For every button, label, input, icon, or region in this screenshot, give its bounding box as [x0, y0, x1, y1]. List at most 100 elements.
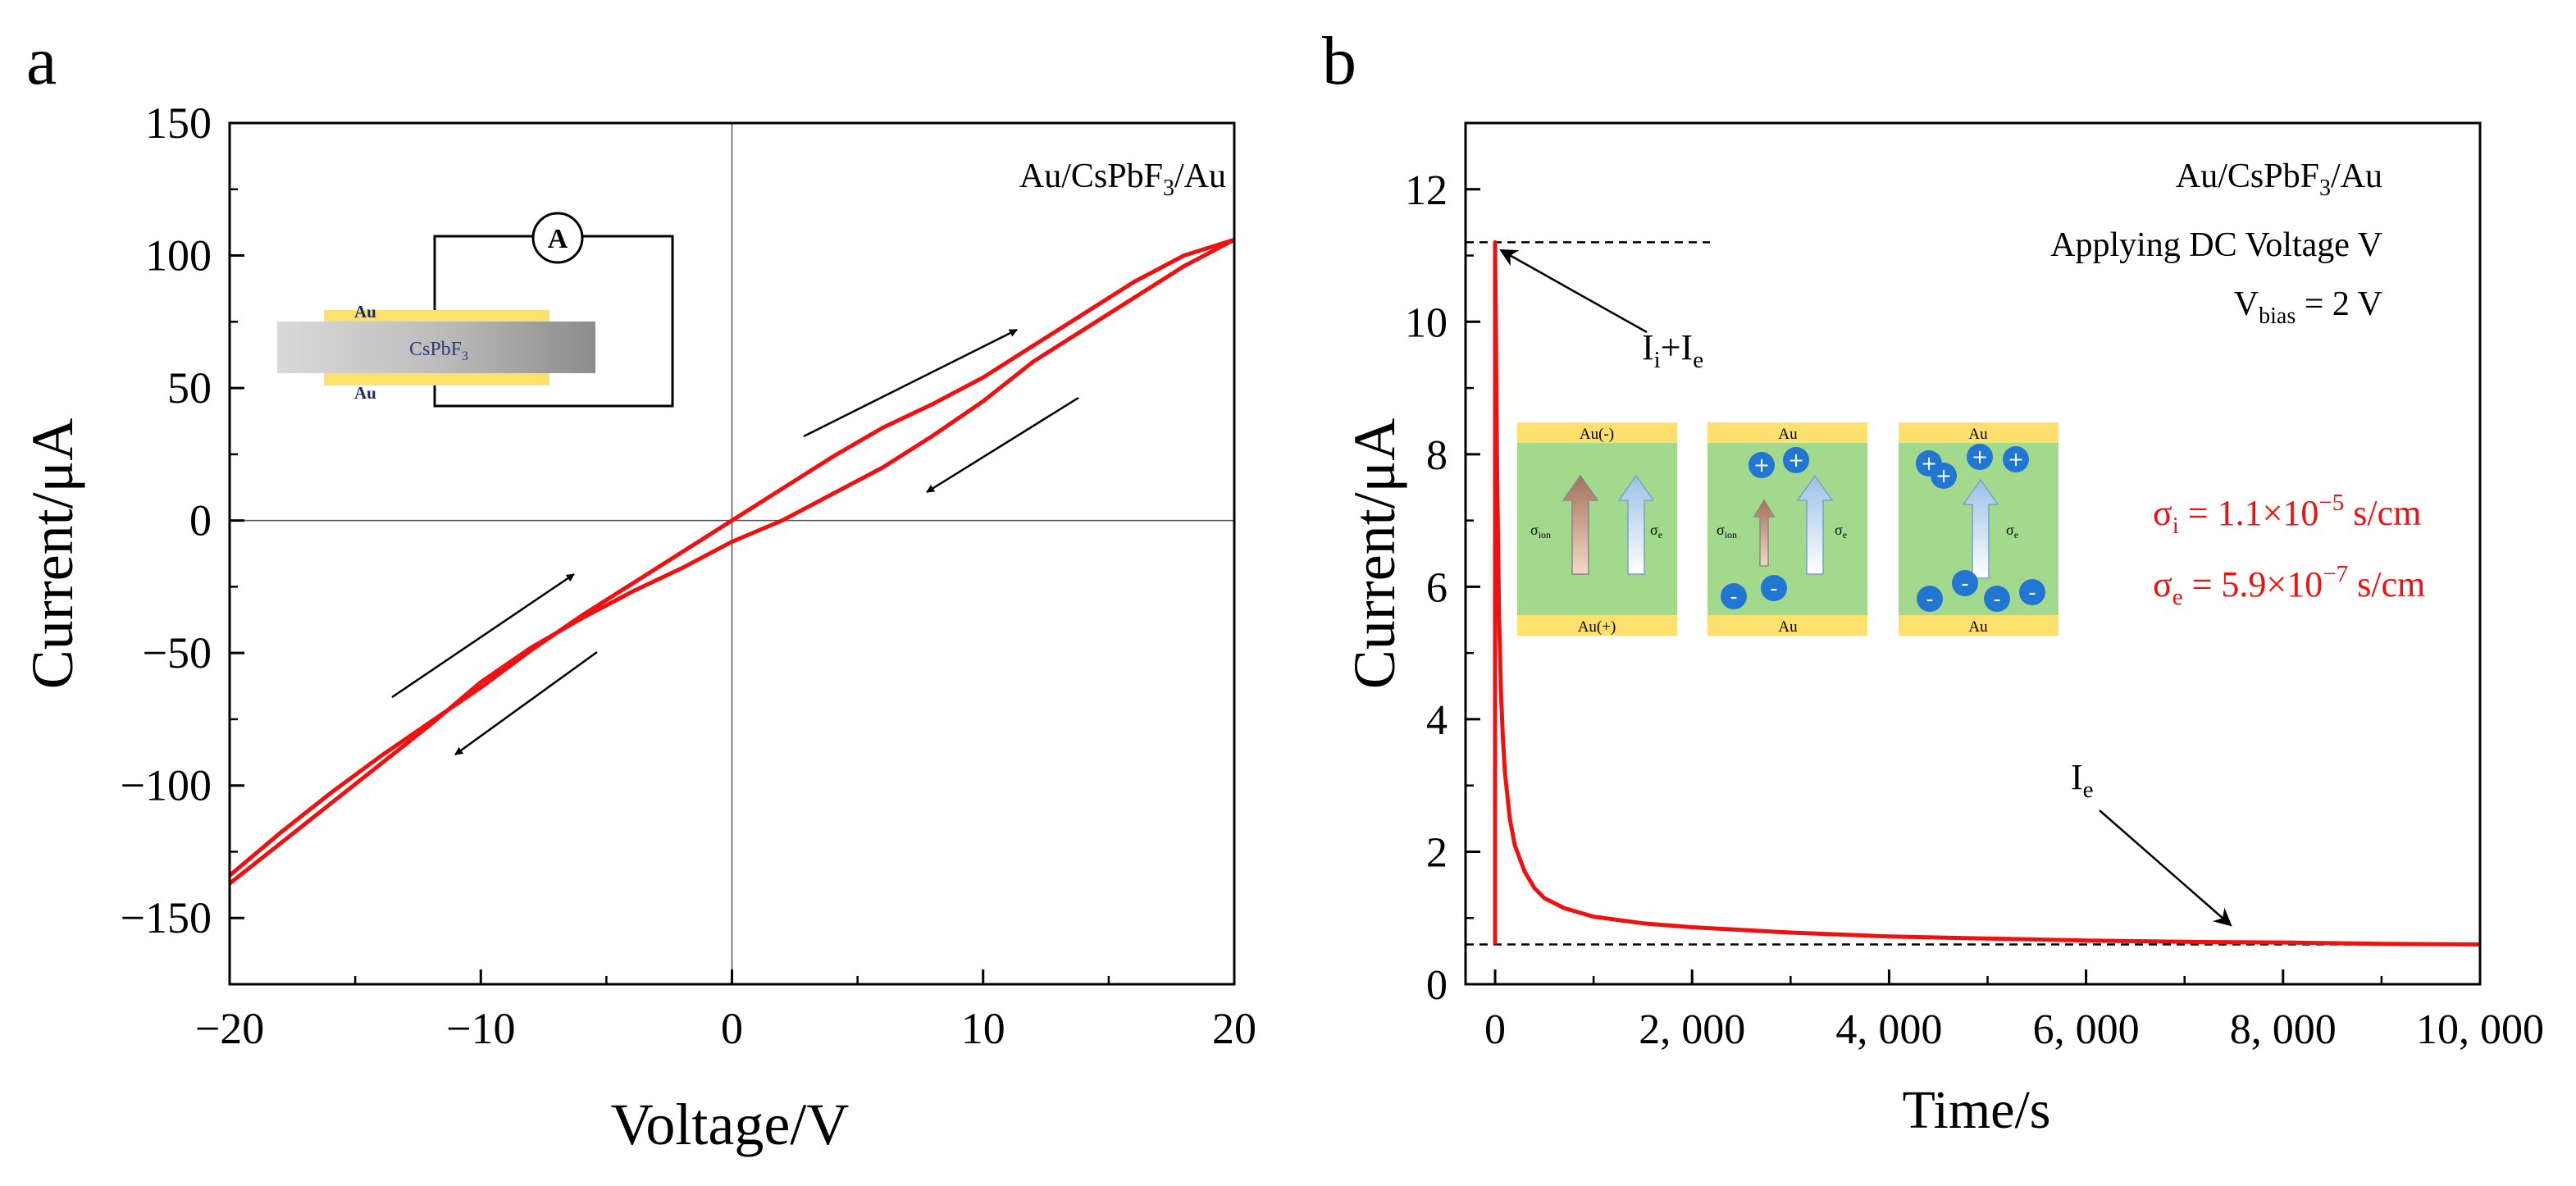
y-tick-label: −100: [121, 761, 212, 810]
svg-text:-: -: [1770, 577, 1777, 601]
schematic-2-top-electrode: [1707, 422, 1867, 443]
sample-bar: [277, 322, 595, 373]
y-tick-label: 10: [1405, 299, 1448, 346]
panel-label-a: a: [26, 23, 57, 99]
sigma-i-label: σi = 1.1×10−5 s/cm: [2153, 490, 2421, 539]
y-tick-label: 2: [1426, 829, 1448, 876]
schematic-3-bottom-label: Au: [1968, 618, 1988, 636]
electron-current-arrow-icon: [1796, 474, 1834, 575]
schematic-1-top-electrode: [1517, 422, 1677, 443]
y-tick-label: 150: [145, 98, 212, 148]
applying-voltage-label: Applying DC Voltage V: [2050, 226, 2382, 264]
schematic-1-sigma-ion: σion: [1530, 522, 1551, 541]
schematic-2-sigma-ion: σion: [1717, 522, 1737, 541]
positive-ion-icon: +: [1931, 463, 1957, 489]
bias-voltage-label: Vbias = 2 V: [2234, 285, 2382, 329]
svg-text:-: -: [1993, 587, 2000, 612]
x-tick-label: 10: [961, 1004, 1005, 1053]
circuit-wire-right: [433, 235, 674, 408]
y-tick-label: 8: [1426, 432, 1448, 479]
schematic-polarizing-state: Au Au σion σe + + - -: [1707, 422, 1867, 636]
circuit-wire-left: [433, 235, 533, 312]
reverse-sweep-arrow: [926, 396, 1079, 494]
panel-label-b: b: [1322, 23, 1356, 99]
panel-a-data: [228, 237, 1236, 886]
negative-ion-icon: -: [1721, 583, 1747, 609]
electron-current-arrow-icon: [1617, 474, 1655, 575]
current-decay-line: [1493, 239, 2481, 947]
x-tick-label: 0: [721, 1004, 743, 1053]
positive-ion-icon: +: [2003, 446, 2029, 472]
svg-text:+: +: [1753, 454, 1770, 477]
schematic-1-body: [1517, 443, 1677, 615]
forward-sweep-arrow: [803, 328, 1018, 438]
panel-b-sample-label: Au/CsPbF3/Au: [2176, 157, 2382, 201]
schematic-1-top-label: Au(-): [1580, 426, 1614, 443]
panel-a-zero-lines: [230, 123, 1234, 984]
svg-text:-: -: [1926, 587, 1933, 612]
panel-b-ticks: 0 2, 000 4, 000 6, 000 8, 000 10, 000 0 2 4 6 8 10 1…: [1405, 121, 2544, 1053]
x-tick-label: 8, 000: [2230, 1006, 2337, 1053]
panel-a-y-label: Current/μA: [20, 418, 85, 690]
reverse-sweep-arrow-negative: [454, 650, 598, 756]
ie-label: Ie: [2071, 757, 2094, 803]
svg-text:+: +: [1935, 464, 1952, 487]
schematic-1-sigma-e: σe: [1650, 522, 1662, 541]
panel-a-x-label: Voltage/V: [611, 1092, 850, 1157]
x-tick-label: 0: [1484, 1006, 1506, 1053]
ie-arrow: [2099, 810, 2232, 927]
svg-text:-: -: [1961, 572, 1968, 596]
panel-b-reference-lines: [1466, 241, 2480, 946]
x-tick-label: 4, 000: [1835, 1006, 1942, 1053]
y-tick-label: 4: [1426, 697, 1448, 744]
sigma-e-label: σe = 5.9×10−7 s/cm: [2153, 561, 2425, 610]
schematic-initial-state: Au(-) Au(+) σion σe: [1517, 422, 1677, 636]
ion-current-arrow-icon: [1562, 474, 1599, 575]
schematic-1-bottom-label: Au(+): [1578, 618, 1616, 636]
x-tick-label: 2, 000: [1639, 1006, 1745, 1053]
negative-ion-icon: -: [1984, 586, 2010, 612]
schematic-2-top-label: Au: [1778, 426, 1798, 443]
x-tick-label: 6, 000: [2033, 1006, 2140, 1053]
schematic-1-bottom-electrode: [1517, 615, 1677, 636]
svg-text:-: -: [2028, 581, 2036, 605]
y-tick-label: −50: [143, 628, 212, 677]
schematic-3-top-electrode: [1899, 422, 2059, 443]
negative-ion-icon: -: [2019, 579, 2045, 605]
y-tick-label: 6: [1426, 564, 1448, 611]
svg-text:+: +: [1972, 445, 1988, 468]
device-circuit-inset: A Au Au CsPbF3: [277, 212, 674, 408]
electron-current-arrow-icon: [1962, 478, 1999, 579]
x-tick-label: 10, 000: [2416, 1006, 2544, 1053]
negative-ion-icon: -: [1761, 575, 1787, 601]
schematic-2-sigma-e: σe: [1835, 522, 1847, 541]
panel-b-x-label: Time/s: [1903, 1080, 2051, 1140]
schematic-polarized-state: Au Au σe + + + + - - - -: [1899, 422, 2059, 636]
sample-label: CsPbF3: [409, 339, 468, 363]
svg-text:+: +: [2008, 448, 2024, 471]
schematic-3-sigma-e: σe: [2006, 522, 2018, 541]
top-electrode-label: Au: [354, 302, 376, 322]
panel-b-data: [1493, 239, 2481, 947]
ii-plus-ie-arrow: [1499, 249, 1648, 334]
panel-a-sample-label: Au/CsPbF3/Au: [1019, 157, 1226, 201]
bottom-electrode-label: Au: [354, 383, 376, 403]
ammeter-label: A: [548, 224, 568, 254]
panel-b-y-label: Current/μA: [1342, 418, 1407, 690]
iv-sweep-line-2: [228, 237, 1236, 886]
panel-b-frame: [1464, 121, 2482, 986]
x-tick-label: 20: [1212, 1004, 1256, 1053]
svg-text:-: -: [1730, 585, 1737, 609]
x-tick-label: −20: [195, 1004, 264, 1053]
y-tick-label: −150: [121, 893, 212, 942]
ion-current-arrow-small-icon: [1753, 499, 1776, 567]
schematic-3-top-label: Au: [1968, 426, 1988, 443]
y-tick-label: 0: [189, 496, 212, 545]
schematic-3-bottom-electrode: [1899, 615, 2059, 636]
top-electrode: [324, 310, 549, 322]
ammeter-icon: [531, 212, 584, 264]
y-tick-label: 0: [1426, 962, 1448, 1009]
